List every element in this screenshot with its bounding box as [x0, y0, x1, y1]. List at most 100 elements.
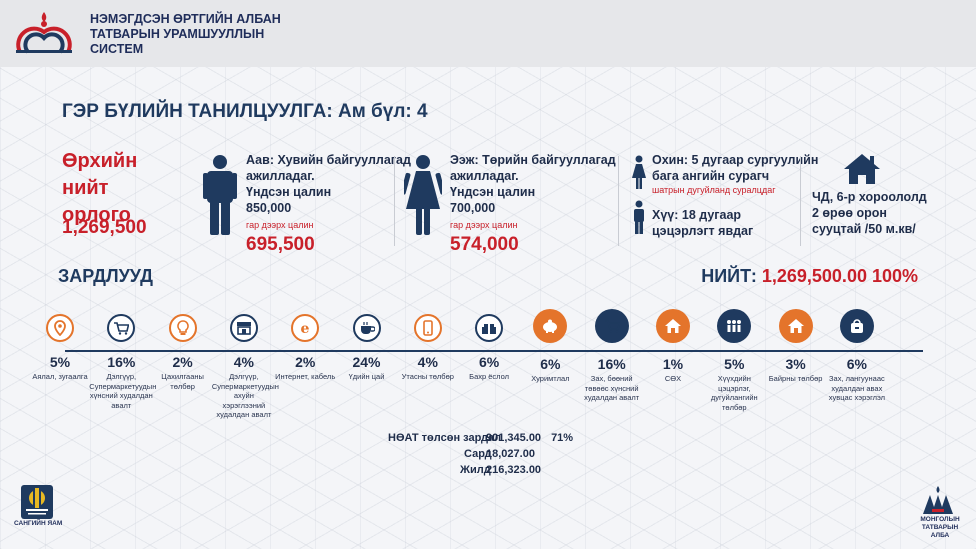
group-icon	[717, 309, 752, 343]
total-summary: НИЙТ: 1,269,500.00 100%	[701, 266, 918, 287]
expense-percent: 16%	[597, 356, 626, 372]
expense-percent: 6%	[540, 356, 561, 372]
father-base-salary: 850,000	[246, 201, 292, 215]
expense-item: 4% Дэлгүүр, Супермаркетуудын ахуйн хэрэгл…	[211, 312, 279, 420]
father-line: Аав: Хувийн байгууллагад	[246, 153, 411, 167]
internet-icon: e	[291, 314, 320, 342]
father-line: ажилладаг.	[246, 169, 315, 183]
expense-label: Интернет, кабель	[275, 372, 336, 381]
expense-item: 16% Дэлгүүр, Супермаркетуудын хүнсний худ…	[89, 312, 157, 410]
piggy-bank-icon	[533, 309, 568, 343]
boy-line: Хүү: 18 дугаар	[652, 208, 742, 222]
expense-item: 5% Хүүхдийн цэцэрлэг, дугуйлангийн төлбөр	[704, 309, 764, 412]
sard-label: Сард	[464, 448, 492, 460]
housing-description: ЧД, 6-р хороололд 2 өрөө орон сууцтай /5…	[812, 189, 927, 237]
girl-line: бага ангийн сурагч	[652, 169, 770, 183]
vat-value: 901,345.00	[486, 432, 542, 444]
housing-line: сууцтай /50 м.кв/	[812, 222, 916, 236]
ministry-emblem-icon	[21, 485, 53, 519]
woman-icon	[404, 155, 442, 235]
coffee-cup-icon	[352, 314, 381, 342]
expense-label: Үдийн цай	[348, 372, 385, 381]
store-icon	[229, 314, 258, 342]
expenses-timeline	[65, 350, 923, 352]
expense-label: Зах, бөөний төвөөс хүнсний худалдан авал…	[584, 374, 640, 402]
vat-pct: 71%	[551, 432, 574, 444]
total-value: 1,269,500.00 100%	[761, 266, 918, 286]
father-description: Аав: Хувийн байгууллагад ажилладаг. Үндс…	[246, 152, 411, 216]
lightbulb-icon	[168, 314, 197, 342]
mother-line: ажилладаг.	[450, 169, 519, 183]
boy-description: Хүү: 18 дугаар цэцэрлэгт явдаг	[652, 207, 753, 239]
expense-label: Аялал, зугаалга	[32, 372, 88, 381]
vat-label: НӨАТ төлсөн зардал	[388, 432, 502, 444]
expense-percent: 4%	[417, 354, 438, 370]
house-icon	[844, 154, 880, 184]
sard-value: 18,027.00	[486, 448, 535, 460]
mother-base-salary: 700,000	[450, 201, 496, 215]
boy-icon	[634, 200, 644, 234]
expense-percent: 24%	[352, 354, 381, 370]
housing-line: ЧД, 6-р хороололд	[812, 190, 927, 204]
expense-percent: 5%	[49, 354, 71, 370]
vat-summary-values: 901,345.00 71% 18,027.00 216,323.00	[486, 432, 573, 480]
girl-description: Охин: 5 дугаар сургуулийн бага ангийн су…	[652, 152, 818, 184]
expense-label: Зах, лангуунаас худалдан авах хувцас хэр…	[828, 374, 886, 402]
expense-percent: 1%	[662, 356, 684, 372]
girl-note: шатрын дугуйланд суралцдаг	[652, 185, 776, 195]
expense-item: 2% Цахилгааны төлбөр	[153, 312, 213, 391]
expense-percent: 4%	[233, 354, 254, 370]
vat-value-row: 901,345.00 71%	[486, 432, 573, 448]
ministry-label: САНГИЙН ЯАМ	[14, 520, 63, 527]
expense-label: Дэлгүүр, Супермаркетуудын ахуйн хэрэглээ…	[211, 372, 279, 419]
father-net-label: гар дээрх цалин	[246, 220, 314, 230]
expense-item: 24% Үдийн цай	[337, 312, 397, 382]
expense-label: Байрны төлбөр	[768, 374, 823, 383]
tax-authority-label: МОНГОЛЫН ТАТВАРЫН АЛБА	[917, 516, 963, 540]
expense-label: Дэлгүүр, Супермаркетуудын хүнсний худалд…	[89, 372, 157, 410]
expense-item: e 2% Интернет, кабель	[275, 312, 335, 382]
jild-label: Жилд	[460, 464, 491, 476]
header-title-line: НЭМЭГДСЭН ӨРТГИЙН АЛБАН	[90, 12, 281, 26]
expense-label: Утасны төлбөр	[401, 372, 454, 381]
bag-icon	[839, 309, 874, 343]
boy-line: цэцэрлэгт явдаг	[652, 224, 754, 238]
vat-system-logo-icon	[16, 12, 72, 54]
expense-item: 6% Бахр ёслол	[459, 312, 519, 382]
father-line: Үндсэн цалин	[246, 185, 332, 199]
smartphone-icon	[413, 314, 442, 342]
expense-label: Цахилгааны төлбөр	[161, 372, 204, 391]
mother-net-salary: 574,000	[450, 234, 519, 255]
expense-item: 5% Аялал, зугаалга	[30, 312, 90, 382]
tax-authority-label-line: ТАТВАРЫН АЛБА	[921, 524, 959, 539]
expense-item: 16% Зах, бөөний төвөөс хүнсний худалдан а…	[582, 309, 642, 403]
girl-line: Охин: 5 дугаар сургуулийн	[652, 153, 819, 167]
household-income-value: 1,269,500	[62, 217, 147, 238]
mother-description: Ээж: Төрийн байгууллагад ажилладаг. Үндс…	[450, 152, 616, 216]
mother-net-label: гар дээрх цалин	[450, 220, 518, 230]
household-income-label: Өрхийн нийт орлого	[62, 150, 138, 226]
expense-label: СӨХ	[664, 374, 682, 383]
tax-authority-label-line: МОНГОЛЫН	[920, 516, 960, 523]
tax-authority-logo-icon	[923, 486, 953, 514]
expense-item: 6% Хуримтлал	[520, 309, 580, 384]
mother-line: Үндсэн цалин	[450, 185, 536, 199]
expense-label: Хүүхдийн цэцэрлэг, дугуйлангийн төлбөр	[710, 374, 758, 412]
header-title-line: ТАТВАРЫН УРАМШУУЛЛЫН	[90, 27, 265, 41]
header-title-line: СИСТЕМ	[90, 42, 144, 56]
girl-icon	[632, 155, 646, 189]
expense-percent: 5%	[724, 356, 745, 372]
expense-percent: 2%	[295, 354, 316, 370]
expenses-title: ЗАРДЛУУД	[58, 266, 153, 286]
housing-line: 2 өрөө орон	[812, 206, 887, 220]
father-net-salary: 695,500	[246, 234, 315, 255]
expense-item: 3% Байрны төлбөр	[766, 309, 826, 384]
divider	[800, 156, 801, 246]
divider	[394, 156, 395, 246]
expense-item: 1% СӨХ	[643, 309, 703, 384]
shopping-cart-icon	[594, 309, 629, 343]
expense-label: Хуримтлал	[531, 374, 570, 383]
mother-line: Ээж: Төрийн байгууллагад	[450, 153, 616, 167]
gift-icon	[475, 314, 504, 342]
total-label: НИЙТ:	[701, 266, 757, 286]
